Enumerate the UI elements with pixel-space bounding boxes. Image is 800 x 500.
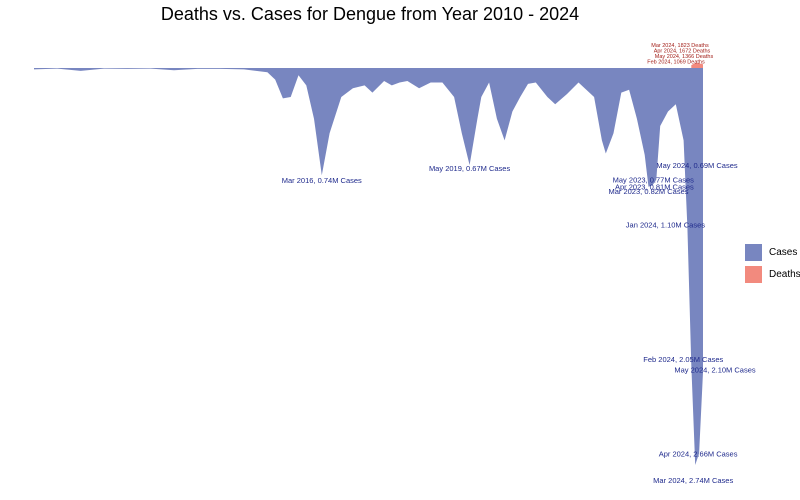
case-annotation-8: May 2024, 2.10M Cases — [674, 365, 756, 374]
legend: Cases Deaths — [745, 242, 800, 286]
legend-swatch-cases — [745, 243, 762, 261]
case-annotation-10: Mar 2024, 2.74M Cases — [653, 476, 733, 485]
legend-item-deaths: Deaths — [745, 264, 800, 284]
case-annotation-4: Apr 2023, 0.81M Cases — [615, 182, 694, 191]
death-annotation-1: Apr 2024, 1672 Deaths — [654, 49, 711, 55]
case-annotation-6: Jan 2024, 1.10M Cases — [626, 220, 705, 229]
legend-label-deaths: Deaths — [769, 268, 800, 280]
case-annotation-5: Mar 2023, 0.82M Cases — [608, 187, 688, 196]
case-annotation-3: May 2023, 0.77M Cases — [613, 176, 695, 185]
death-annotation-0: Mar 2024, 1823 Deaths — [651, 43, 709, 49]
legend-item-cases: Cases — [745, 242, 800, 262]
death-annotation-2: May 2024, 1366 Deaths — [655, 54, 714, 60]
legend-label-cases: Cases — [769, 246, 798, 258]
death-annotation-3: Feb 2024, 1069 Deaths — [647, 60, 705, 66]
case-annotation-9: Apr 2024, 2.66M Cases — [659, 449, 738, 458]
chart-title: Deaths vs. Cases for Dengue from Year 20… — [160, 4, 580, 24]
series-layer — [34, 63, 703, 465]
legend-swatch-deaths — [745, 265, 762, 283]
cases-area — [34, 68, 703, 465]
deaths-area — [691, 63, 703, 68]
case-annotation-1: May 2019, 0.67M Cases — [429, 164, 511, 173]
case-annotation-0: Mar 2016, 0.74M Cases — [282, 176, 362, 185]
case-annotation-2: May 2024, 0.69M Cases — [656, 161, 738, 170]
case-label-layer: Mar 2016, 0.74M Cases May 2019, 0.67M Cas… — [282, 161, 756, 485]
case-annotation-7: Feb 2024, 2.05M Cases — [643, 355, 723, 364]
